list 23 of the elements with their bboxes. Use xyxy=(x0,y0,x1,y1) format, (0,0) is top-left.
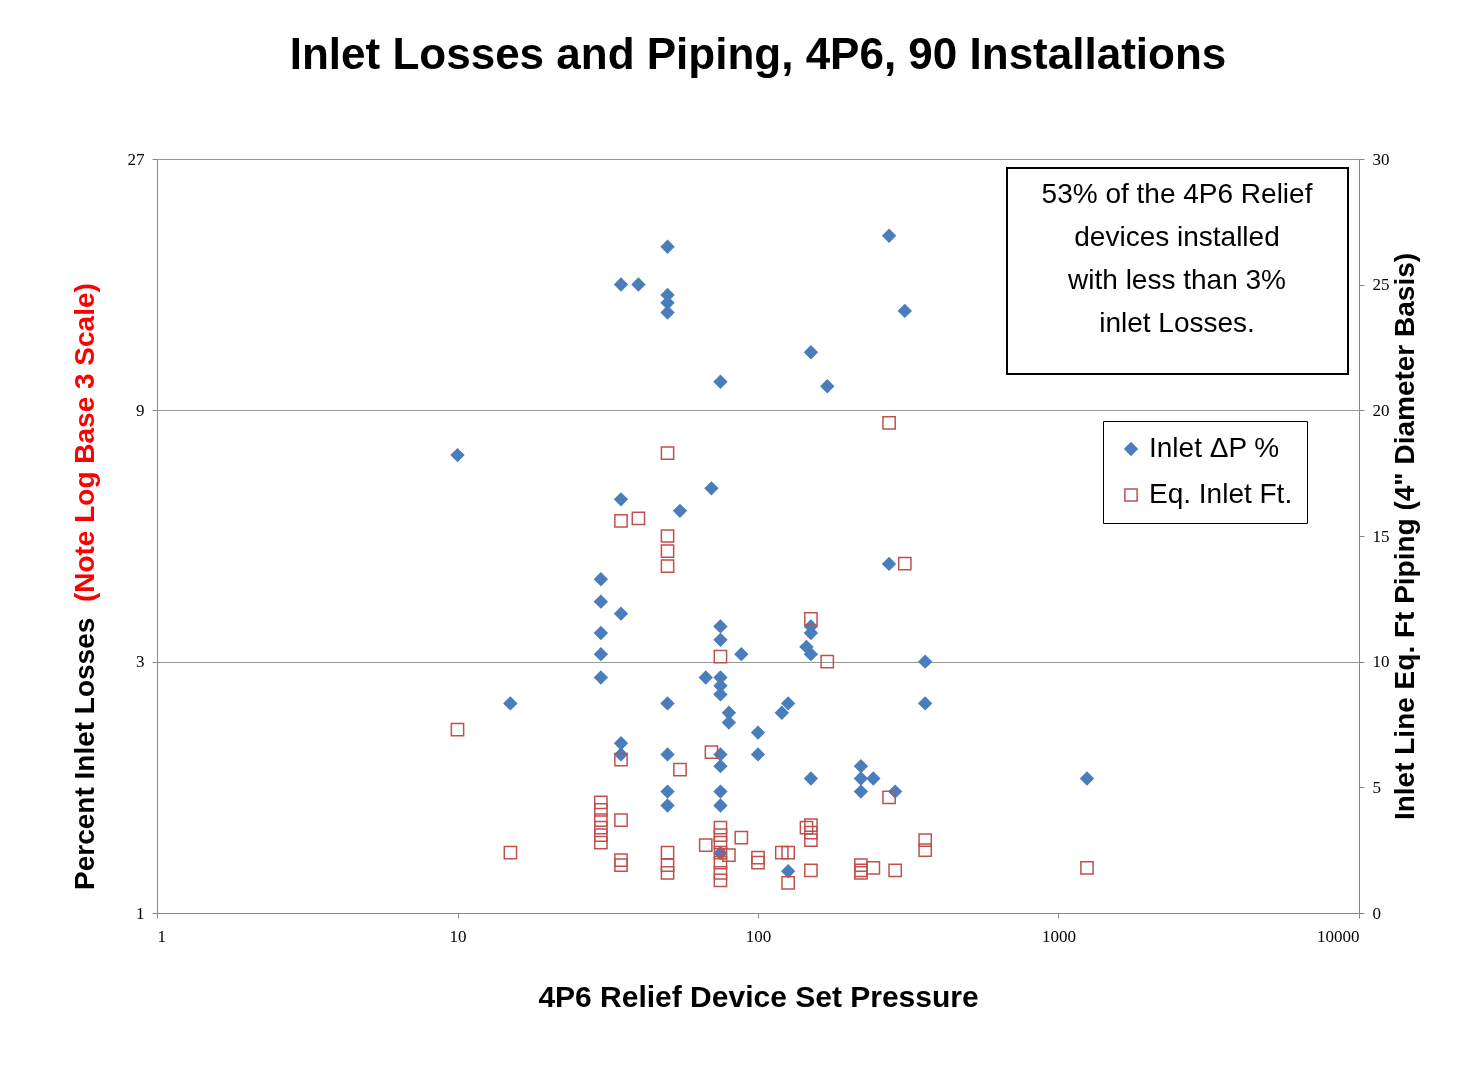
x-tick-label: 1000 xyxy=(1042,926,1076,946)
y2-tick-label: 15 xyxy=(1372,526,1390,546)
y-tick-label: 27 xyxy=(127,149,145,169)
x-tick-label: 1 xyxy=(157,926,166,946)
y2-tick-label: 5 xyxy=(1372,777,1381,797)
x-tick-label: 10 xyxy=(449,926,467,946)
y2-tick-label: 30 xyxy=(1372,149,1390,169)
y2-tick-label: 25 xyxy=(1372,275,1390,295)
annotation: 53% of the 4P6 Relief devices installed with less than 3% inlet Losses. xyxy=(1041,178,1313,338)
y2-tick-label: 10 xyxy=(1372,652,1390,672)
x-tick-label: 100 xyxy=(745,926,772,946)
x-tick-label: 10000 xyxy=(1317,926,1360,946)
y-tick-label: 9 xyxy=(136,400,145,420)
y-tick-label: 1 xyxy=(136,903,145,923)
y2-tick-label: 0 xyxy=(1372,903,1381,923)
chart-title: Inlet Losses and Piping, 4P6, 90 Installations xyxy=(289,29,1227,78)
legend-label: Eq. Inlet Ft. xyxy=(1149,478,1293,509)
y-tick-label: 3 xyxy=(136,652,145,672)
legend-label: Inlet ΔP % xyxy=(1149,432,1280,463)
y2-tick-label: 20 xyxy=(1372,400,1390,420)
y-axis-title: Percent Inlet Losses (Note Log Base 3 Scale) xyxy=(69,283,100,890)
y2-axis-title: Inlet Line Eq. Ft Piping (4" Diameter Basis) xyxy=(1388,252,1420,821)
x-axis-title: 4P6 Relief Device Set Pressure xyxy=(538,979,979,1013)
